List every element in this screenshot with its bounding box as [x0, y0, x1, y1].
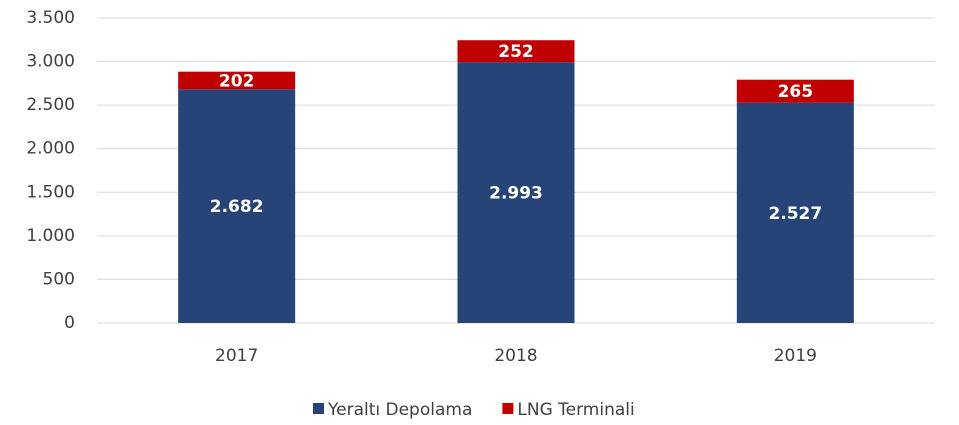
- legend-label: LNG Terminali: [517, 400, 634, 420]
- y-tick-label: 1.000: [26, 226, 75, 246]
- x-tick-label: 2019: [774, 346, 817, 366]
- y-tick-label: 2.500: [26, 95, 75, 115]
- legend-swatch: [313, 403, 324, 414]
- data-label: 2.993: [489, 184, 543, 204]
- bar-segment: [736, 102, 854, 323]
- y-tick-label: 3.000: [26, 52, 75, 72]
- legend-label: Yeraltı Depolama: [327, 400, 472, 420]
- x-tick-label: 2017: [215, 346, 258, 366]
- data-label: 265: [778, 82, 814, 102]
- data-label: 252: [498, 42, 534, 62]
- y-tick-label: 1.500: [26, 182, 75, 202]
- data-label: 202: [219, 71, 255, 91]
- data-label: 2.527: [768, 204, 822, 224]
- y-tick-label: 500: [43, 269, 75, 289]
- x-tick-label: 2018: [494, 346, 537, 366]
- bar-segment: [736, 79, 854, 103]
- bar-segment: [457, 62, 575, 323]
- data-label: 2.682: [210, 197, 264, 217]
- y-tick-label: 2.000: [26, 139, 75, 159]
- bar-segment: [457, 40, 575, 63]
- bar-segment: [178, 71, 296, 90]
- legend-swatch: [502, 403, 514, 414]
- y-tick-label: 0: [64, 313, 75, 333]
- bar-segment: [178, 89, 296, 323]
- y-tick-label: 3.500: [26, 8, 75, 28]
